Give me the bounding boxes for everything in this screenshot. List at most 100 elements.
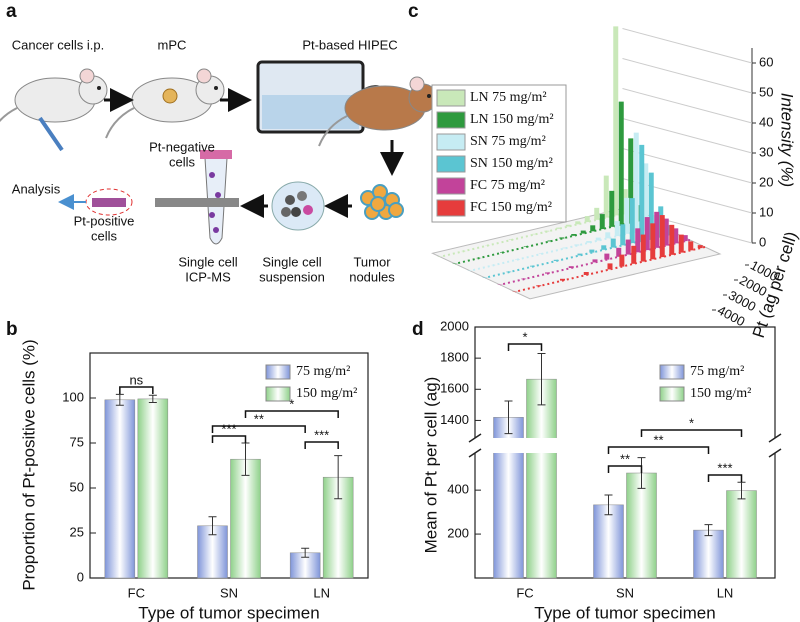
- grid-line: [622, 28, 753, 64]
- error-bar: [737, 481, 746, 500]
- significance-bracket: [244, 410, 339, 418]
- significance-label: *: [289, 396, 294, 411]
- error-bar: [704, 524, 713, 537]
- significance-bracket: [607, 465, 643, 473]
- legend-swatch: [436, 155, 466, 173]
- tube-cell: [213, 227, 219, 233]
- legend-label: 150 mg/m²: [296, 386, 357, 401]
- bar: [626, 472, 657, 579]
- mouse-3-ear: [409, 76, 425, 92]
- legend-label: SN 150 mg/m²: [470, 156, 553, 171]
- nodule: [370, 196, 386, 212]
- legend-swatch: [436, 199, 466, 217]
- legend-label: SN 75 mg/m²: [470, 134, 546, 149]
- tube-cell: [209, 172, 215, 178]
- syringe: [38, 116, 64, 152]
- legend-swatch: [436, 133, 466, 151]
- y-tick-label: 30: [759, 144, 773, 159]
- significance-bracket: [707, 474, 743, 482]
- significance-label: ***: [221, 421, 236, 436]
- y-tick-label: 1400: [440, 412, 469, 427]
- y-tick-label: 60: [759, 54, 773, 69]
- mouse-1-ear: [79, 68, 95, 84]
- grid-line: [622, 118, 753, 154]
- grid-line: [622, 88, 753, 124]
- break-mark: [768, 433, 782, 443]
- error-bar: [148, 394, 157, 403]
- break-mark: [768, 448, 782, 458]
- x-tick-label: SN: [220, 585, 238, 600]
- error-bar: [604, 494, 613, 516]
- diagram-label: Single cell: [178, 254, 237, 269]
- mouse-1-eye: [97, 86, 101, 90]
- significance-label: **: [620, 451, 630, 466]
- bar: [104, 399, 136, 579]
- mouse-1-tail: [0, 107, 18, 123]
- y-tick-label: 10: [759, 204, 773, 219]
- diagram-label: Pt-negative: [149, 139, 215, 154]
- significance-label: **: [653, 432, 663, 447]
- y-tick-label: 40: [759, 114, 773, 129]
- legend-swatch: [436, 89, 466, 107]
- y-tick-label: 200: [447, 526, 469, 541]
- error-bar: [537, 352, 546, 406]
- error-bar: [637, 457, 646, 489]
- y-tick-label: 2000: [440, 318, 469, 333]
- significance-bracket: [607, 446, 710, 454]
- cell: [297, 191, 307, 201]
- mouse-2-eye: [214, 86, 218, 90]
- diagram-label: Pt-based HIPEC: [302, 37, 397, 52]
- bar: [693, 529, 724, 579]
- panel-label: c: [408, 1, 419, 22]
- y-tick-label: 100: [62, 389, 84, 404]
- diagram-label: cells: [169, 154, 196, 169]
- legend-swatch: [265, 364, 291, 380]
- nodule: [388, 202, 404, 218]
- bar: [593, 504, 624, 579]
- legend-swatch: [659, 364, 685, 380]
- diagram-label: Single cell: [262, 254, 321, 269]
- legend-label: 75 mg/m²: [296, 364, 350, 379]
- x-axis-title: Type of tumor specimen: [138, 603, 319, 622]
- x-tick-label: SN: [616, 585, 634, 600]
- cell: [281, 207, 291, 217]
- legend-box: [431, 84, 567, 223]
- panel-label: b: [6, 319, 18, 340]
- x-tick-label: FC: [128, 585, 145, 600]
- tumor-spot: [162, 88, 178, 104]
- y-tick-label: 25: [70, 524, 84, 539]
- axis-break-gap: [467, 438, 783, 453]
- diagram-label: Analysis: [12, 181, 61, 196]
- x-tick-label: FC: [516, 585, 533, 600]
- significance-bracket: [211, 425, 306, 433]
- legend-label: 75 mg/m²: [690, 364, 744, 379]
- diagram-label: suspension: [259, 269, 325, 284]
- bar: [137, 398, 169, 579]
- y-tick-label: 400: [447, 482, 469, 497]
- dish: [271, 181, 325, 231]
- significance-label: **: [254, 411, 264, 426]
- diagram-label: ICP-MS: [185, 269, 231, 284]
- hipec-liquid: [262, 95, 359, 129]
- pt-negative-bar: [155, 198, 239, 207]
- significance-bracket: [640, 429, 743, 437]
- legend-label: LN 75 mg/m²: [470, 90, 547, 105]
- y-tick-label: 20: [759, 174, 773, 189]
- significance-bracket: [119, 386, 154, 394]
- legend-label: 150 mg/m²: [690, 386, 751, 401]
- mouse-3-eye: [427, 94, 431, 98]
- diagram-label: Pt-positive: [74, 213, 135, 228]
- break-mark: [468, 448, 482, 458]
- y-tick-label: 0: [77, 569, 84, 584]
- plot-frame: [89, 352, 369, 579]
- y-tick-label: 75: [70, 434, 84, 449]
- legend-label: FC 150 mg/m²: [470, 200, 552, 215]
- y-tick-label: 50: [759, 84, 773, 99]
- significance-bracket: [304, 441, 339, 449]
- x-tick-label: LN: [313, 585, 330, 600]
- significance-label: ***: [314, 427, 329, 442]
- diagram-label: Cancer cells i.p.: [12, 37, 104, 52]
- y-tick-label: 0: [759, 234, 766, 249]
- legend-swatch: [659, 386, 685, 402]
